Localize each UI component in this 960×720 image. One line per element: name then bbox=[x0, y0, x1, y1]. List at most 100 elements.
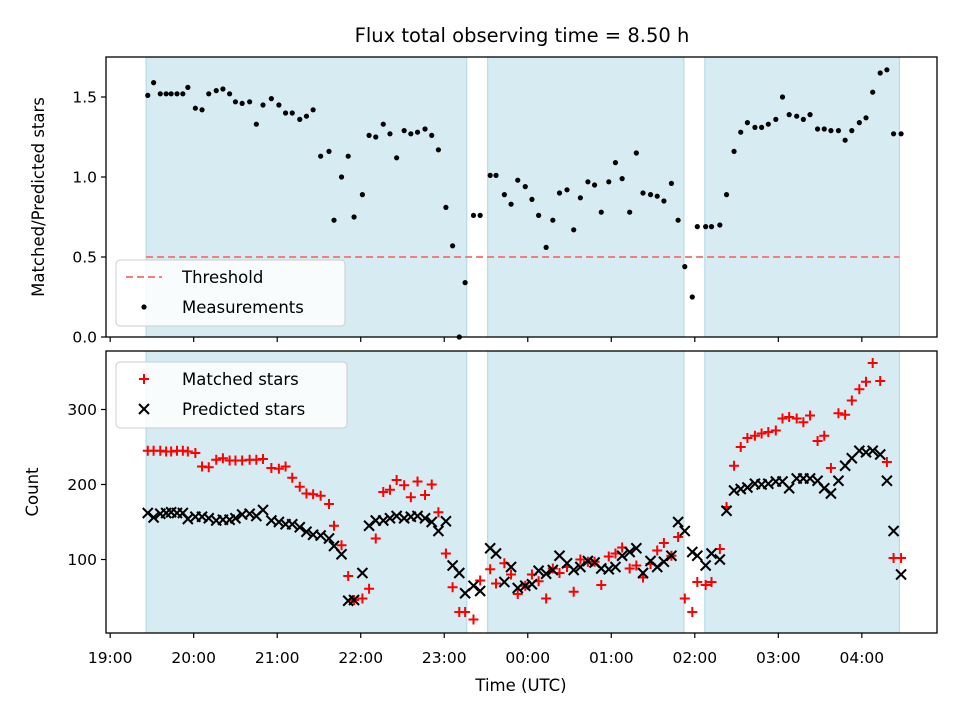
measurements-point bbox=[276, 102, 282, 108]
predicted-stars-point-b bbox=[273, 516, 285, 528]
matched-stars-point bbox=[203, 462, 214, 473]
predicted-stars-point bbox=[398, 512, 410, 524]
predicted-stars-point bbox=[720, 505, 733, 517]
predicted-stars-point bbox=[384, 512, 396, 524]
matched-stars-point bbox=[420, 490, 431, 500]
measurements-point bbox=[849, 128, 855, 134]
measurements-point bbox=[239, 100, 245, 106]
measurements-point bbox=[462, 280, 468, 286]
predicted-stars-point-b bbox=[474, 585, 486, 597]
predicted-stars-point-b bbox=[735, 483, 747, 495]
measurements-point bbox=[401, 128, 407, 134]
matched-stars-point bbox=[357, 593, 368, 604]
predicted-stars-point bbox=[860, 446, 872, 458]
measurements-point bbox=[477, 212, 483, 218]
predicted-stars-point bbox=[630, 542, 643, 554]
predicted-stars-point bbox=[728, 484, 740, 497]
x-tick-label: 19:00 bbox=[88, 649, 133, 667]
matched-stars-point bbox=[729, 460, 740, 471]
measurements-point bbox=[366, 132, 372, 138]
measurements-point bbox=[470, 212, 477, 218]
measurements-point bbox=[779, 94, 786, 100]
predicted-stars-point-b bbox=[348, 594, 360, 606]
measurements-point bbox=[856, 120, 862, 126]
ratio-legend: Threshold Measurements bbox=[115, 259, 346, 327]
matched-stars-point bbox=[370, 533, 381, 544]
predicted-stars-point-b bbox=[609, 561, 622, 573]
predicted-stars-point-b bbox=[484, 542, 496, 554]
matched-stars-point bbox=[384, 484, 395, 495]
measurements-point bbox=[877, 70, 883, 76]
predicted-stars-point-b bbox=[574, 561, 587, 573]
measurements-point bbox=[689, 294, 695, 300]
predicted-stars-point-b bbox=[335, 548, 348, 560]
matched-stars-point bbox=[652, 545, 663, 556]
predicted-stars-point-b bbox=[165, 506, 177, 518]
matched-stars-point bbox=[631, 560, 642, 571]
predicted-stars-point-b bbox=[582, 555, 594, 567]
predicted-stars-point-b bbox=[257, 504, 269, 516]
measurements-point bbox=[731, 148, 737, 154]
count-y-ticks: 100 200 300 bbox=[67, 401, 106, 569]
legend-predicted-stars-swatch bbox=[138, 403, 150, 415]
predicted-stars-point-b bbox=[453, 567, 465, 579]
predicted-stars-point bbox=[363, 520, 375, 532]
ratio-ytick-label: 0.0 bbox=[72, 329, 97, 347]
measurements-point bbox=[842, 137, 848, 143]
predicted-stars-point-b bbox=[567, 564, 580, 576]
measurements-point bbox=[898, 131, 904, 137]
measurements-point bbox=[654, 193, 660, 199]
predicted-stars-point bbox=[540, 568, 552, 580]
measurements-point bbox=[174, 91, 180, 97]
x-tick-label: 00:00 bbox=[505, 649, 550, 667]
matched-stars-point bbox=[881, 457, 892, 467]
matched-stars-point bbox=[258, 454, 269, 464]
measurements-point bbox=[220, 86, 226, 92]
predicted-stars-point bbox=[887, 525, 900, 537]
measurements-point bbox=[232, 99, 239, 105]
measurements-point bbox=[414, 129, 421, 135]
matched-stars-point bbox=[875, 376, 886, 386]
predicted-stars-point-b bbox=[446, 559, 459, 572]
predicted-stars-point bbox=[196, 511, 208, 523]
measurements-point bbox=[606, 179, 612, 185]
measurements-point bbox=[564, 187, 570, 193]
predicted-stars-point bbox=[490, 547, 502, 560]
measurements-point bbox=[794, 113, 800, 119]
predicted-stars-point bbox=[526, 578, 538, 590]
x-tick-label: 20:00 bbox=[171, 649, 216, 667]
measurements-point bbox=[773, 116, 779, 122]
matched-stars-point bbox=[673, 532, 684, 542]
predicted-stars-point-b bbox=[532, 565, 545, 577]
predicted-stars-point-b bbox=[853, 445, 866, 457]
predicted-stars-point-b bbox=[714, 553, 726, 566]
predicted-stars-point-b bbox=[505, 561, 517, 573]
legend-measurements-label: Measurements bbox=[182, 298, 304, 317]
measurements-point bbox=[682, 264, 688, 270]
matched-stars-point bbox=[468, 614, 479, 625]
measurements-point bbox=[253, 121, 259, 127]
predicted-stars-point bbox=[348, 594, 360, 606]
measurements-point bbox=[661, 198, 667, 204]
predicted-stars-point-b bbox=[196, 511, 208, 523]
matched-stars-point bbox=[460, 607, 471, 617]
measurements-point bbox=[380, 121, 386, 127]
measurements-point bbox=[422, 126, 428, 132]
measurements-point bbox=[765, 121, 771, 127]
predicted-stars-point-b bbox=[860, 446, 872, 458]
matched-stars-point bbox=[777, 413, 788, 424]
predicted-stars-point bbox=[881, 475, 893, 487]
matched-stars-point bbox=[735, 442, 746, 452]
ratio-x-ticks bbox=[109, 337, 863, 342]
measurements-point bbox=[890, 131, 897, 137]
predicted-stars-point bbox=[440, 515, 452, 527]
measurements-point bbox=[508, 201, 514, 207]
measurements-point bbox=[387, 131, 393, 137]
matched-stars-point bbox=[770, 425, 781, 436]
count-legend: Matched stars Predicted stars bbox=[115, 361, 348, 429]
predicted-stars-point bbox=[853, 445, 866, 457]
predicted-stars-point-b bbox=[294, 521, 306, 533]
measurements-point bbox=[515, 177, 521, 183]
predicted-stars-point-b bbox=[588, 556, 601, 569]
predicted-stars-point bbox=[637, 567, 649, 579]
